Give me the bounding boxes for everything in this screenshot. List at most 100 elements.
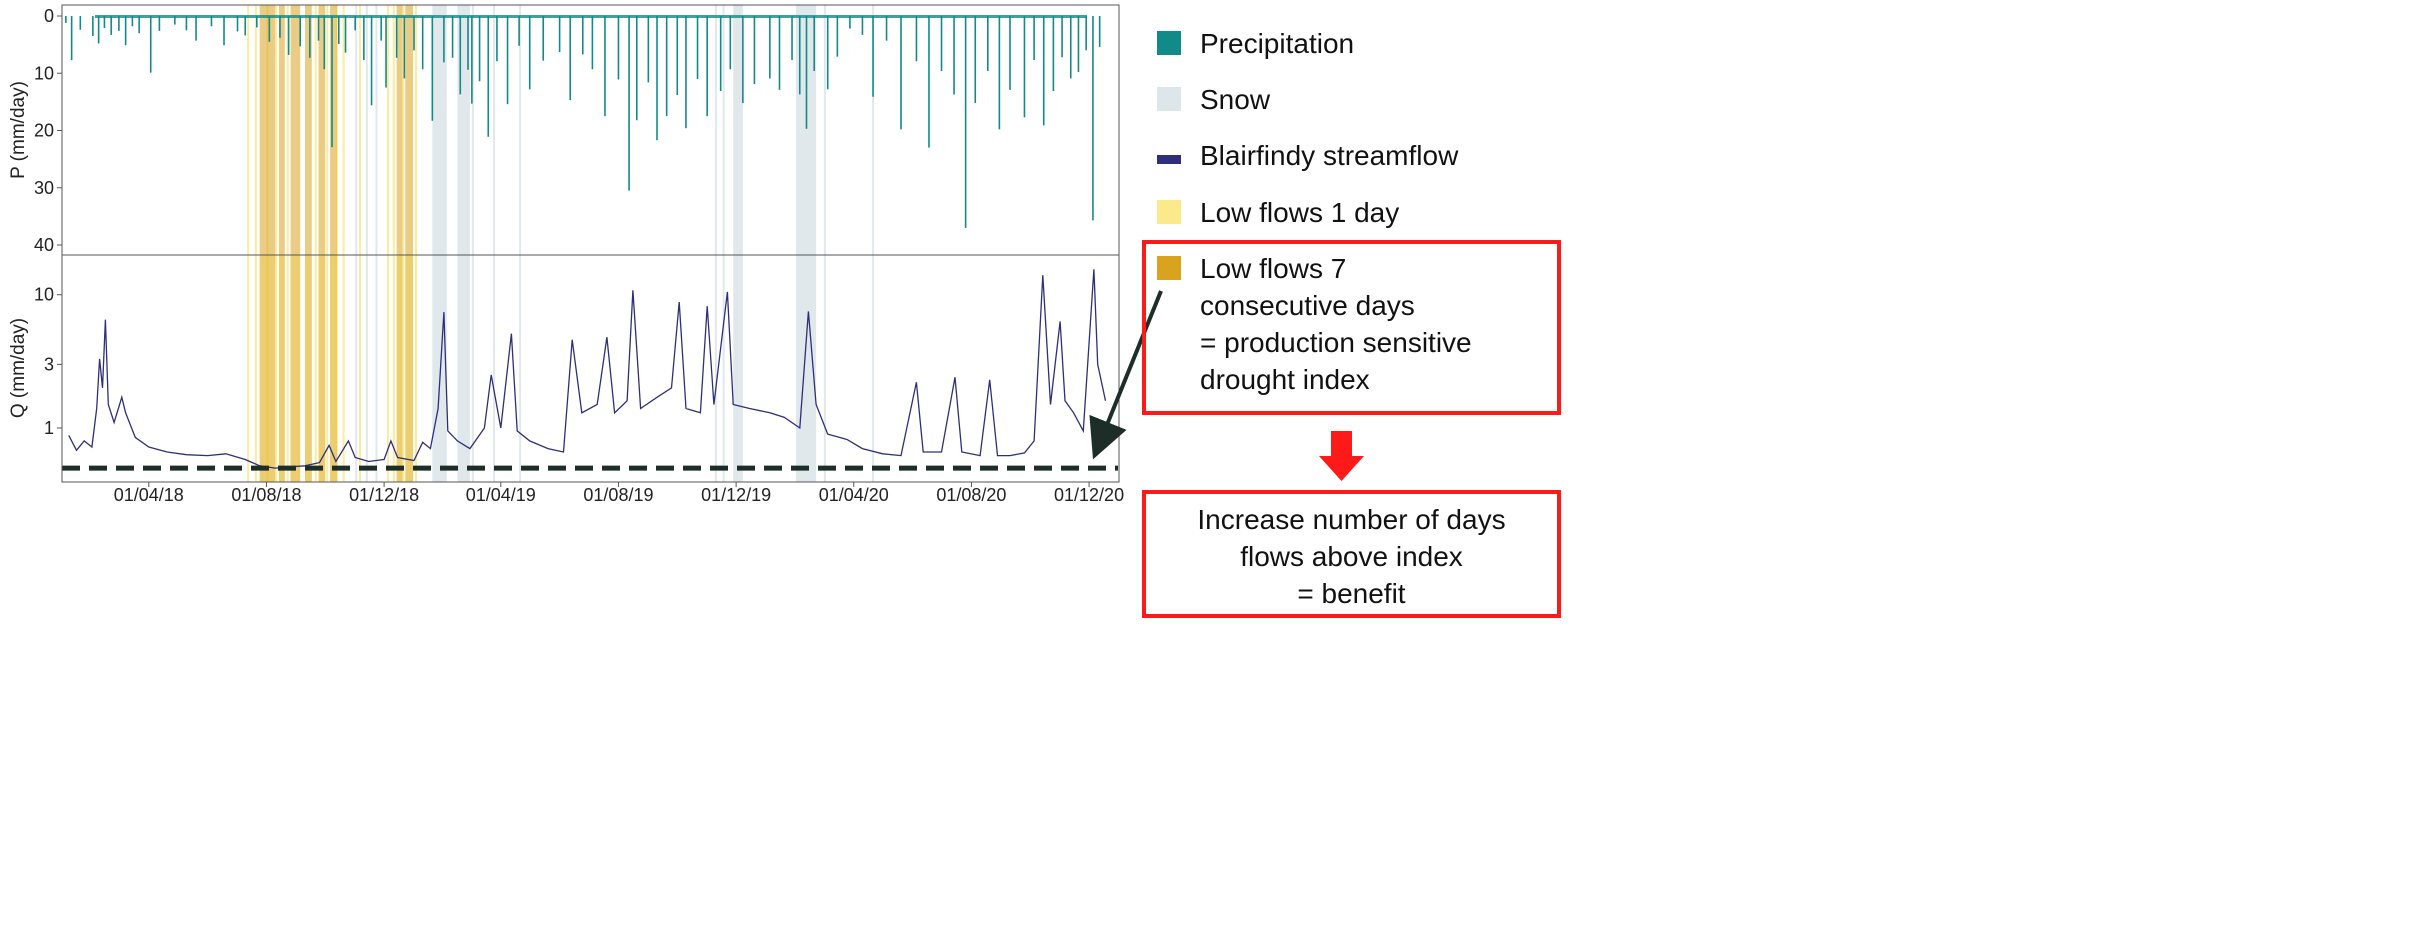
shade-low_7days-q xyxy=(405,255,414,482)
shade-low_7days-p xyxy=(259,5,276,255)
shade-low_1day-q xyxy=(342,255,345,482)
benefit-line-3: = benefit xyxy=(1297,578,1406,609)
shade-low7-core xyxy=(396,255,403,482)
shade-low_7days-q xyxy=(396,255,403,482)
low7-line-3: = production sensitive xyxy=(1200,327,1472,358)
shade-snow-p xyxy=(432,5,447,255)
shade-low_1day-p xyxy=(335,5,338,255)
shade-snow-q xyxy=(471,255,474,482)
shade-low_1day-q xyxy=(314,255,317,482)
shade-low_1day-p xyxy=(392,5,395,255)
shade-low_1day-p xyxy=(326,5,329,255)
shade-low7-core xyxy=(305,255,312,482)
shade-snow-q xyxy=(375,255,378,482)
shade-low_7days-p xyxy=(305,5,312,255)
shade-snow-q xyxy=(714,255,717,482)
shade-snow-q xyxy=(872,255,875,482)
shade-low_1day-q xyxy=(359,255,362,482)
legend-swatch-low-flows-1-day xyxy=(1157,200,1181,224)
xtick-label: 01/08/19 xyxy=(583,485,653,505)
xtick-label: 01/04/20 xyxy=(819,485,889,505)
legend-label-snow: Snow xyxy=(1200,84,1271,115)
shade-snow-p xyxy=(872,5,875,255)
shade-low_1day-p xyxy=(402,5,405,255)
precip-ytick-label: 40 xyxy=(34,235,54,255)
shade-low_1day-q xyxy=(386,255,389,482)
shade-snow-p xyxy=(733,5,743,255)
index-pointer-arrow xyxy=(1089,290,1163,460)
shade-snow-q xyxy=(365,255,368,482)
xtick-label: 01/08/18 xyxy=(231,485,301,505)
shade-low_7days-p xyxy=(405,5,414,255)
red-down-arrow xyxy=(1319,431,1364,481)
shade-low_7days-q xyxy=(290,255,301,482)
shade-snow-p xyxy=(365,5,368,255)
shade-snow-q xyxy=(519,255,522,482)
shade-low_1day-p xyxy=(342,5,345,255)
shade-low_1day-q xyxy=(402,255,405,482)
legend-label-low-flows-1-day: Low flows 1 day xyxy=(1200,197,1400,228)
precip-panel-frame xyxy=(61,4,1120,256)
benefit-text: Increase number of days flows above inde… xyxy=(1142,501,1561,612)
shade-low_1day-q xyxy=(335,255,338,482)
shade-low_1day-p xyxy=(247,5,250,255)
xtick-label: 01/08/20 xyxy=(936,485,1006,505)
shade-low_1day-q xyxy=(275,255,278,482)
precip-ytick-label: 10 xyxy=(34,63,54,83)
shade-snow-q xyxy=(457,255,470,482)
shade-snow-p xyxy=(722,5,725,255)
shade-snow-q xyxy=(493,255,496,482)
xtick-label: 01/12/18 xyxy=(349,485,419,505)
shade-low_1day-p xyxy=(254,5,257,255)
flow-y-axis: 1 3 10 xyxy=(34,285,62,438)
precip-ytick-label: 20 xyxy=(34,121,54,141)
shade-low_1day-q xyxy=(326,255,329,482)
legend-label-streamflow: Blairfindy streamflow xyxy=(1200,140,1459,171)
precip-y-axis: 0 10 20 30 40 xyxy=(34,6,62,255)
shade-low_1day-q xyxy=(247,255,250,482)
flow-panel-shading xyxy=(247,255,875,482)
shade-low_1day-q xyxy=(414,255,417,482)
shade-low7-core xyxy=(330,255,337,482)
shade-snow-p xyxy=(355,5,358,255)
shade-low_1day-p xyxy=(414,5,417,255)
flow-panel-frame xyxy=(61,254,1120,483)
shade-low_1day-q xyxy=(392,255,395,482)
benefit-box xyxy=(1142,490,1561,618)
xtick-label: 01/04/18 xyxy=(114,485,184,505)
shade-low_7days-p xyxy=(330,5,337,255)
shade-low7-core xyxy=(318,255,326,482)
legend-label-precipitation: Precipitation xyxy=(1200,28,1355,59)
shade-snow-q xyxy=(722,255,725,482)
shade-low_7days-q xyxy=(305,255,312,482)
precip-ytick-label: 30 xyxy=(34,178,54,198)
shade-low7-core xyxy=(259,255,276,482)
streamflow-line xyxy=(68,269,1107,469)
shade-low_7days-q xyxy=(278,255,285,482)
shade-low_1day-p xyxy=(286,5,289,255)
x-axis: 01/04/18 01/08/18 01/12/18 01/04/19 01/08/19… xyxy=(114,482,1124,505)
low7-line-4: drought index xyxy=(1200,364,1370,395)
legend-swatch-low-flows-7-days xyxy=(1157,256,1181,280)
shade-low7-core xyxy=(290,255,301,482)
shade-snow-p xyxy=(375,5,378,255)
shade-low_1day-p xyxy=(359,5,362,255)
shade-low_1day-p xyxy=(314,5,317,255)
shade-snow-p xyxy=(795,5,817,255)
precip-axis-label: P (mm/day) xyxy=(8,81,29,179)
shade-snow-p xyxy=(519,5,522,255)
xtick-label: 01/12/19 xyxy=(701,485,771,505)
shade-low_1day-p xyxy=(275,5,278,255)
shade-low_7days-p xyxy=(396,5,403,255)
shade-snow-q xyxy=(432,255,447,482)
shade-low7-core xyxy=(405,255,414,482)
shade-snow-p xyxy=(493,5,496,255)
shade-low_1day-q xyxy=(254,255,257,482)
shade-low_7days-p xyxy=(290,5,301,255)
shade-snow-q xyxy=(733,255,743,482)
shade-snow-q xyxy=(795,255,817,482)
shade-low_1day-p xyxy=(386,5,389,255)
shade-low_7days-q xyxy=(318,255,326,482)
legend-swatch-streamflow xyxy=(1157,155,1181,164)
